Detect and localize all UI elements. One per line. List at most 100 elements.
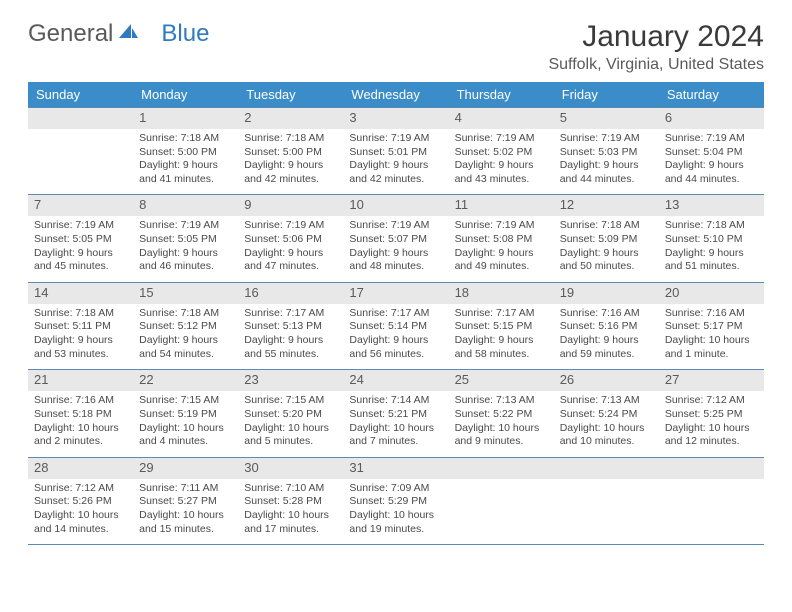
day-number-cell: 27: [659, 370, 764, 391]
daylight-line: Daylight: 9 hours and 42 minutes.: [349, 159, 428, 185]
sunrise-line: Sunrise: 7:19 AM: [455, 219, 535, 231]
daylight-line: Daylight: 9 hours and 54 minutes.: [139, 334, 218, 360]
day-info-cell: Sunrise: 7:13 AMSunset: 5:24 PMDaylight:…: [554, 391, 659, 457]
day-info-cell: Sunrise: 7:19 AMSunset: 5:05 PMDaylight:…: [28, 216, 133, 282]
day-number-cell: 11: [449, 195, 554, 216]
sunrise-line: Sunrise: 7:19 AM: [455, 132, 535, 144]
sunrise-line: Sunrise: 7:15 AM: [244, 394, 324, 406]
day-number-cell: 10: [343, 195, 448, 216]
day-info-cell: Sunrise: 7:16 AMSunset: 5:18 PMDaylight:…: [28, 391, 133, 457]
header: General Blue January 2024 Suffolk, Virgi…: [28, 20, 764, 74]
day-info-cell: Sunrise: 7:10 AMSunset: 5:28 PMDaylight:…: [238, 479, 343, 545]
day-number-cell: 30: [238, 457, 343, 478]
day-number-cell: 3: [343, 108, 448, 129]
sunset-line: Sunset: 5:01 PM: [349, 146, 427, 158]
daylight-line: Daylight: 10 hours and 2 minutes.: [34, 422, 119, 448]
day-number-cell: [659, 457, 764, 478]
day-number-cell: [554, 457, 659, 478]
day-info-cell: [554, 479, 659, 545]
month-title: January 2024: [548, 20, 764, 54]
day-info-cell: Sunrise: 7:13 AMSunset: 5:22 PMDaylight:…: [449, 391, 554, 457]
weekday-header: Tuesday: [238, 82, 343, 108]
daylight-line: Daylight: 10 hours and 5 minutes.: [244, 422, 329, 448]
day-info-cell: Sunrise: 7:19 AM Sunset: 5:08 PM Daylight:…: [449, 216, 554, 282]
sunrise-line: Sunrise: 7:16 AM: [665, 307, 745, 319]
day-number-cell: 19: [554, 282, 659, 303]
day-number-cell: 31: [343, 457, 448, 478]
daylight-line: Daylight: 9 hours and 53 minutes.: [34, 334, 113, 360]
sunset-line: Sunset: 5:13 PM: [244, 320, 322, 332]
sunrise-line: Sunrise: 7:18 AM: [139, 307, 219, 319]
daylight-line: Daylight: 10 hours and 10 minutes.: [560, 422, 645, 448]
sunset-line: Sunset: 5:03 PM: [560, 146, 638, 158]
sunset-line: Sunset: 5:06 PM: [244, 233, 322, 245]
sunset-line: Sunset: 5:08 PM: [455, 233, 533, 245]
daylight-line: Daylight: 9 hours and 59 minutes.: [560, 334, 639, 360]
day-info-cell: [659, 479, 764, 545]
day-number-cell: 15: [133, 282, 238, 303]
sunset-line: Sunset: 5:17 PM: [665, 320, 743, 332]
day-info-cell: Sunrise: 7:12 AMSunset: 5:26 PMDaylight:…: [28, 479, 133, 545]
daylight-line: Daylight: 9 hours and 49 minutes.: [455, 247, 534, 273]
day-info-cell: Sunrise: 7:12 AMSunset: 5:25 PMDaylight:…: [659, 391, 764, 457]
day-info-cell: Sunrise: 7:18 AMSunset: 5:11 PMDaylight:…: [28, 304, 133, 370]
sunset-line: Sunset: 5:04 PM: [665, 146, 743, 158]
day-info-cell: Sunrise: 7:17 AMSunset: 5:14 PMDaylight:…: [343, 304, 448, 370]
sunset-line: Sunset: 5:20 PM: [244, 408, 322, 420]
day-info-cell: Sunrise: 7:18 AMSunset: 5:10 PMDaylight:…: [659, 216, 764, 282]
day-info-cell: Sunrise: 7:19 AMSunset: 5:07 PMDaylight:…: [343, 216, 448, 282]
sail-icon: [117, 22, 139, 47]
calendar-page: General Blue January 2024 Suffolk, Virgi…: [0, 0, 792, 565]
day-number-cell: 2: [238, 108, 343, 129]
daylight-line: Daylight: 9 hours and 43 minutes.: [455, 159, 534, 185]
sunrise-line: Sunrise: 7:19 AM: [560, 132, 640, 144]
day-info-cell: Sunrise: 7:11 AMSunset: 5:27 PMDaylight:…: [133, 479, 238, 545]
daylight-line: Daylight: 9 hours and 41 minutes.: [139, 159, 218, 185]
day-number-cell: 12: [554, 195, 659, 216]
sunrise-line: Sunrise: 7:19 AM: [665, 132, 745, 144]
daylight-line: Daylight: 9 hours and 50 minutes.: [560, 247, 639, 273]
weekday-header: Saturday: [659, 82, 764, 108]
day-info-cell: Sunrise: 7:14 AMSunset: 5:21 PMDaylight:…: [343, 391, 448, 457]
weekday-header: Thursday: [449, 82, 554, 108]
day-number-cell: 1: [133, 108, 238, 129]
daylight-line: Daylight: 9 hours and 58 minutes.: [455, 334, 534, 360]
sunset-line: Sunset: 5:05 PM: [139, 233, 217, 245]
sunrise-line: Sunrise: 7:15 AM: [139, 394, 219, 406]
day-info-cell: Sunrise: 7:16 AMSunset: 5:17 PM Daylight:…: [659, 304, 764, 370]
daylight-line: Daylight: 9 hours and 44 minutes.: [560, 159, 639, 185]
day-number-cell: 20: [659, 282, 764, 303]
day-info-cell: [449, 479, 554, 545]
sunrise-line: Sunrise: 7:10 AM: [244, 482, 324, 494]
day-info-cell: Sunrise: 7:19 AMSunset: 5:05 PMDaylight:…: [133, 216, 238, 282]
sunrise-line: Sunrise: 7:16 AM: [34, 394, 114, 406]
calendar-table: SundayMondayTuesdayWednesdayThursdayFrid…: [28, 82, 764, 545]
sunrise-line: Sunrise: 7:18 AM: [665, 219, 745, 231]
day-info-cell: Sunrise: 7:19 AM Sunset: 5:04 PMDaylight:…: [659, 129, 764, 195]
weekday-header: Wednesday: [343, 82, 448, 108]
sunset-line: Sunset: 5:07 PM: [349, 233, 427, 245]
daylight-line: Daylight: 10 hours and 1 minute.: [665, 334, 750, 360]
sunset-line: Sunset: 5:21 PM: [349, 408, 427, 420]
sunrise-line: Sunrise: 7:11 AM: [139, 482, 218, 494]
day-number-cell: 22: [133, 370, 238, 391]
sunrise-line: Sunrise: 7:19 AM: [349, 219, 429, 231]
day-number-cell: 16: [238, 282, 343, 303]
sunrise-line: Sunrise: 7:13 AM: [455, 394, 535, 406]
sunset-line: Sunset: 5:12 PM: [139, 320, 217, 332]
day-info-cell: Sunrise: 7:18 AMSunset: 5:12 PM Daylight:…: [133, 304, 238, 370]
day-info-cell: Sunrise: 7:15 AMSunset: 5:19 PMDaylight:…: [133, 391, 238, 457]
daylight-line: Daylight: 10 hours and 19 minutes.: [349, 509, 434, 535]
day-info-cell: Sunrise: 7:19 AMSunset: 5:02 PMDaylight:…: [449, 129, 554, 195]
daylight-line: Daylight: 10 hours and 14 minutes.: [34, 509, 119, 535]
daylight-line: Daylight: 9 hours and 44 minutes.: [665, 159, 744, 185]
day-info-cell: [28, 129, 133, 195]
sunset-line: Sunset: 5:29 PM: [349, 495, 427, 507]
sunset-line: Sunset: 5:28 PM: [244, 495, 322, 507]
day-number-cell: 7: [28, 195, 133, 216]
day-number-cell: 21: [28, 370, 133, 391]
calendar-header-row: SundayMondayTuesdayWednesdayThursdayFrid…: [28, 82, 764, 108]
sunset-line: Sunset: 5:24 PM: [560, 408, 638, 420]
day-info-cell: Sunrise: 7:19 AMSunset: 5:06 PMDaylight:…: [238, 216, 343, 282]
sunset-line: Sunset: 5:00 PM: [244, 146, 322, 158]
